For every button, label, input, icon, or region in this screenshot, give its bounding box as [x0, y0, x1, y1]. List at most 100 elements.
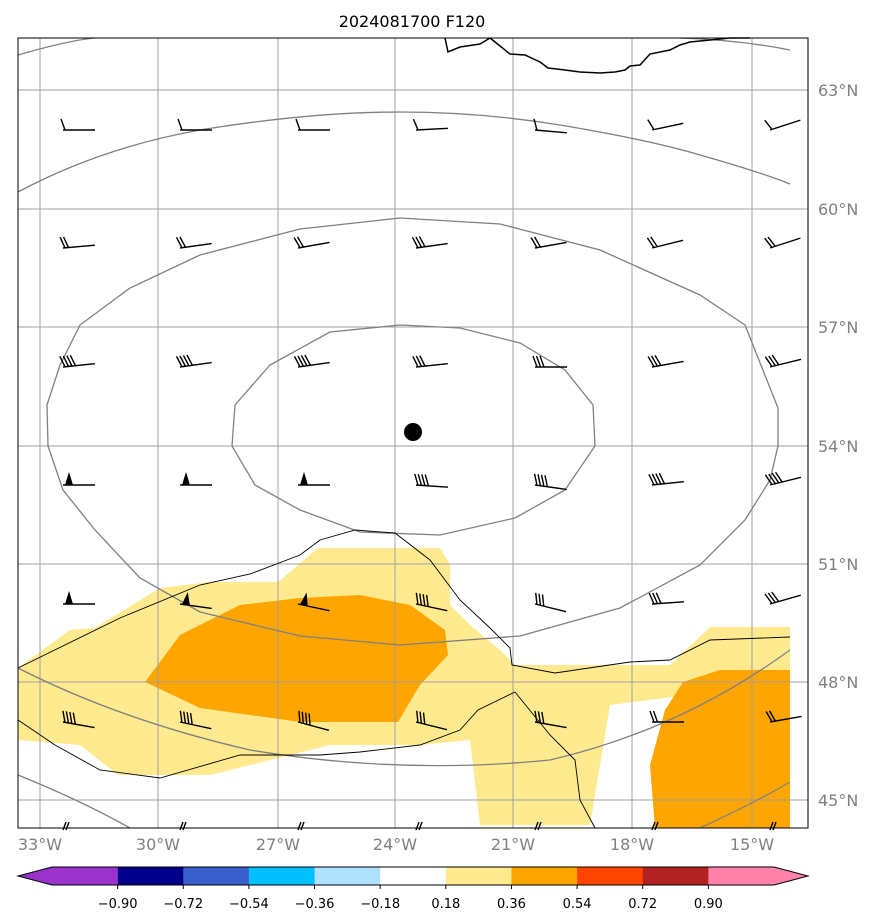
contour-south: [17, 649, 791, 767]
wind-barb: [297, 821, 305, 831]
wind-barb: [177, 118, 212, 131]
wind-barb: [179, 821, 187, 831]
colorbar-segment: [117, 867, 184, 885]
boundary-line-2: [17, 691, 596, 829]
longitude-label: 15°W: [730, 835, 774, 854]
colorbar-segment: [314, 867, 381, 885]
plot-frame: [17, 37, 809, 829]
longitude-label: 27°W: [256, 835, 300, 854]
wind-barb: [59, 354, 95, 368]
wind-barb: [764, 471, 802, 486]
wind-barb: [764, 591, 801, 605]
colorbar-segment: [445, 867, 512, 885]
colorbar-segment: [642, 867, 709, 885]
wind-barb: [179, 710, 212, 730]
wind-barb: [295, 118, 330, 131]
wind-barb: [764, 236, 801, 249]
colorbar-label: 0.54: [563, 897, 592, 912]
wind-barb: [533, 118, 567, 134]
longitude-labels: 33°W 30°W 27°W 24°W 21°W 18°W 15°W: [18, 835, 774, 854]
wind-barb: [648, 472, 684, 486]
wind-barb: [648, 592, 684, 605]
latitude-label: 60°N: [818, 200, 858, 219]
wind-barb: [765, 710, 802, 723]
wind-barb: [412, 118, 448, 131]
graticule: [18, 38, 808, 828]
wind-barb: [534, 821, 542, 831]
latitude-label: 54°N: [818, 437, 858, 456]
colorbar-label: −0.90: [98, 897, 138, 912]
latitude-label: 57°N: [818, 318, 858, 337]
wind-barb: [534, 710, 567, 729]
colorbar-label: 0.72: [628, 897, 657, 912]
wind-barb: [175, 354, 212, 368]
colorbar-label: 0.90: [694, 897, 723, 912]
wind-barb: [646, 236, 684, 249]
wind-barb: [297, 710, 330, 731]
coastlines: [17, 37, 791, 829]
map-plot-area: [17, 37, 809, 831]
wind-barb: [415, 592, 448, 612]
latitude-label: 63°N: [818, 81, 858, 100]
contour-far-south: [17, 774, 791, 829]
colorbar-segment: [183, 867, 250, 885]
colorbar-segment: [248, 867, 316, 885]
colorbar-segment: [577, 867, 644, 885]
wind-barb: [415, 710, 448, 731]
wind-barb: [60, 118, 95, 131]
wind-barb: [179, 591, 212, 610]
pressure-contours: [17, 37, 791, 829]
contour-inner: [231, 324, 596, 536]
wind-barb: [533, 473, 567, 491]
contour-far-north: [17, 37, 791, 56]
wind-barb: [411, 236, 448, 249]
longitude-label: 21°W: [491, 835, 535, 854]
orange-fill-region-central: [145, 595, 448, 722]
coastline-greenland: [444, 37, 750, 74]
wind-barb: [298, 472, 330, 486]
longitude-label: 24°W: [373, 835, 417, 854]
wind-barb: [647, 119, 684, 131]
wind-barb: [649, 710, 684, 723]
colorbar-label: 0.18: [431, 897, 460, 912]
wind-barb: [63, 472, 95, 486]
colorbar-label: −0.18: [360, 897, 400, 912]
filled-contours: [18, 548, 790, 828]
wind-barb: [530, 236, 567, 249]
colorbar-extend-left: [18, 867, 118, 885]
latitude-label: 45°N: [818, 791, 858, 810]
colorbar-segment: [380, 867, 447, 885]
colorbar-outline: [16, 866, 810, 886]
longitude-label: 33°W: [18, 835, 62, 854]
colorbar-label: −0.72: [163, 897, 203, 912]
colorbar: −0.90 −0.72 −0.54 −0.36 −0.18 0.18 0.36 0.54 0.7…: [16, 866, 810, 912]
latitude-label: 48°N: [818, 673, 858, 692]
wind-barb: [62, 710, 95, 729]
low-center-marker: [404, 423, 422, 441]
colorbar-label: 0.36: [497, 897, 526, 912]
colorbar-label: −0.36: [295, 897, 335, 912]
boundary-line-1: [17, 529, 791, 674]
wind-barbs: [59, 118, 802, 831]
wind-barb: [764, 119, 801, 131]
wind-barb: [415, 821, 423, 831]
wind-barb: [651, 821, 659, 831]
colorbar-label: −0.54: [229, 897, 269, 912]
contour-middle: [46, 217, 779, 646]
longitude-label: 18°W: [610, 835, 654, 854]
latitude-label: 51°N: [818, 555, 858, 574]
wind-barb: [412, 355, 448, 368]
wind-barb: [293, 236, 330, 249]
wind-barb: [180, 472, 212, 486]
wind-barb: [175, 236, 212, 249]
wind-barb: [297, 592, 330, 612]
wind-barb: [534, 592, 567, 613]
colorbar-segment: [511, 867, 578, 885]
orange-fill-region-southeast: [650, 670, 790, 828]
contour-north: [17, 111, 791, 193]
wind-barb: [764, 354, 802, 368]
latitude-labels: 63°N 60°N 57°N 54°N 51°N 48°N 45°N: [818, 81, 858, 810]
wind-barb: [62, 821, 70, 831]
wind-barb: [63, 591, 95, 605]
colorbar-extend-right: [708, 867, 808, 885]
